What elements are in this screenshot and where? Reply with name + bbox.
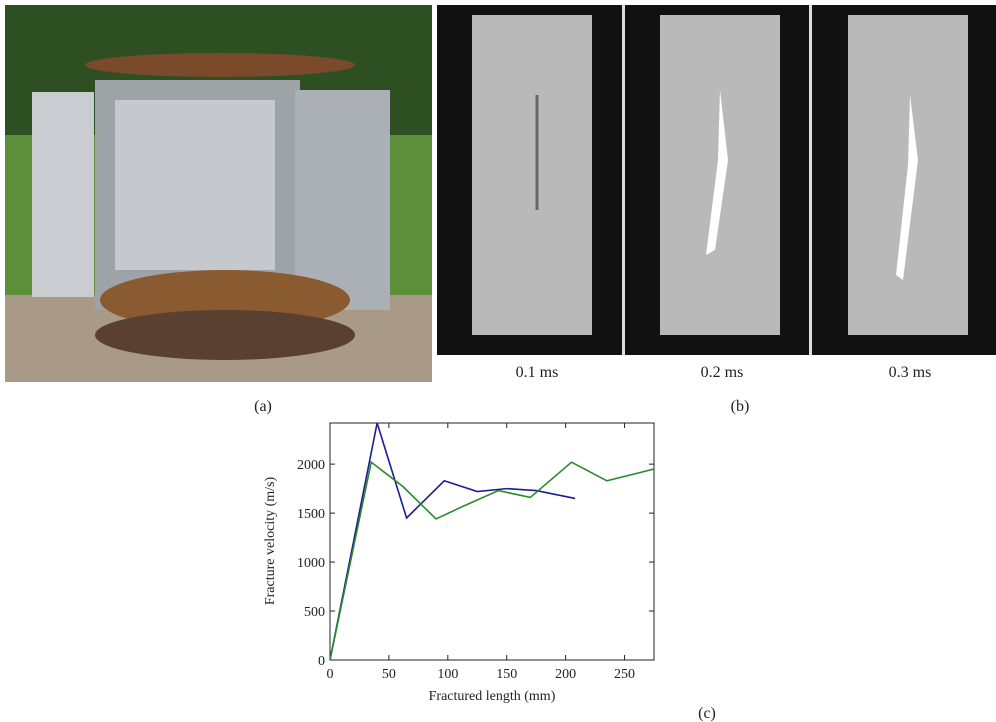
x-axis-label: Fractured length (mm) bbox=[429, 689, 556, 704]
panel-label: (c) bbox=[698, 705, 716, 722]
y-tick-label: 500 bbox=[304, 605, 325, 620]
photo-b bbox=[437, 5, 996, 355]
x-tick-label: 50 bbox=[382, 667, 396, 682]
frame-label: 0.2 ms bbox=[701, 364, 744, 381]
x-tick-label: 100 bbox=[437, 667, 458, 682]
x-tick-label: 0 bbox=[327, 667, 334, 682]
x-tick-label: 200 bbox=[555, 667, 576, 682]
frame-label: 0.3 ms bbox=[889, 364, 932, 381]
frame-label: 0.1 ms bbox=[516, 364, 559, 381]
panel-label: (b) bbox=[731, 398, 750, 415]
y-tick-label: 2000 bbox=[297, 458, 325, 473]
x-tick-label: 150 bbox=[496, 667, 517, 682]
y-tick-label: 1500 bbox=[297, 507, 325, 522]
y-tick-label: 0 bbox=[318, 654, 325, 669]
y-axis-label: Fracture velocity (m/s) bbox=[263, 477, 278, 606]
plot-frame bbox=[330, 423, 654, 660]
x-tick-label: 250 bbox=[614, 667, 635, 682]
photo-a bbox=[5, 5, 432, 382]
y-tick-label: 1000 bbox=[297, 556, 325, 571]
chart: Fractured length (mm) Fracture velocity … bbox=[263, 423, 654, 704]
figure: 0.1 ms 0.2 ms 0.3 ms (a) (b) (c) Fractur… bbox=[0, 0, 996, 722]
panel-label: (a) bbox=[254, 398, 272, 415]
